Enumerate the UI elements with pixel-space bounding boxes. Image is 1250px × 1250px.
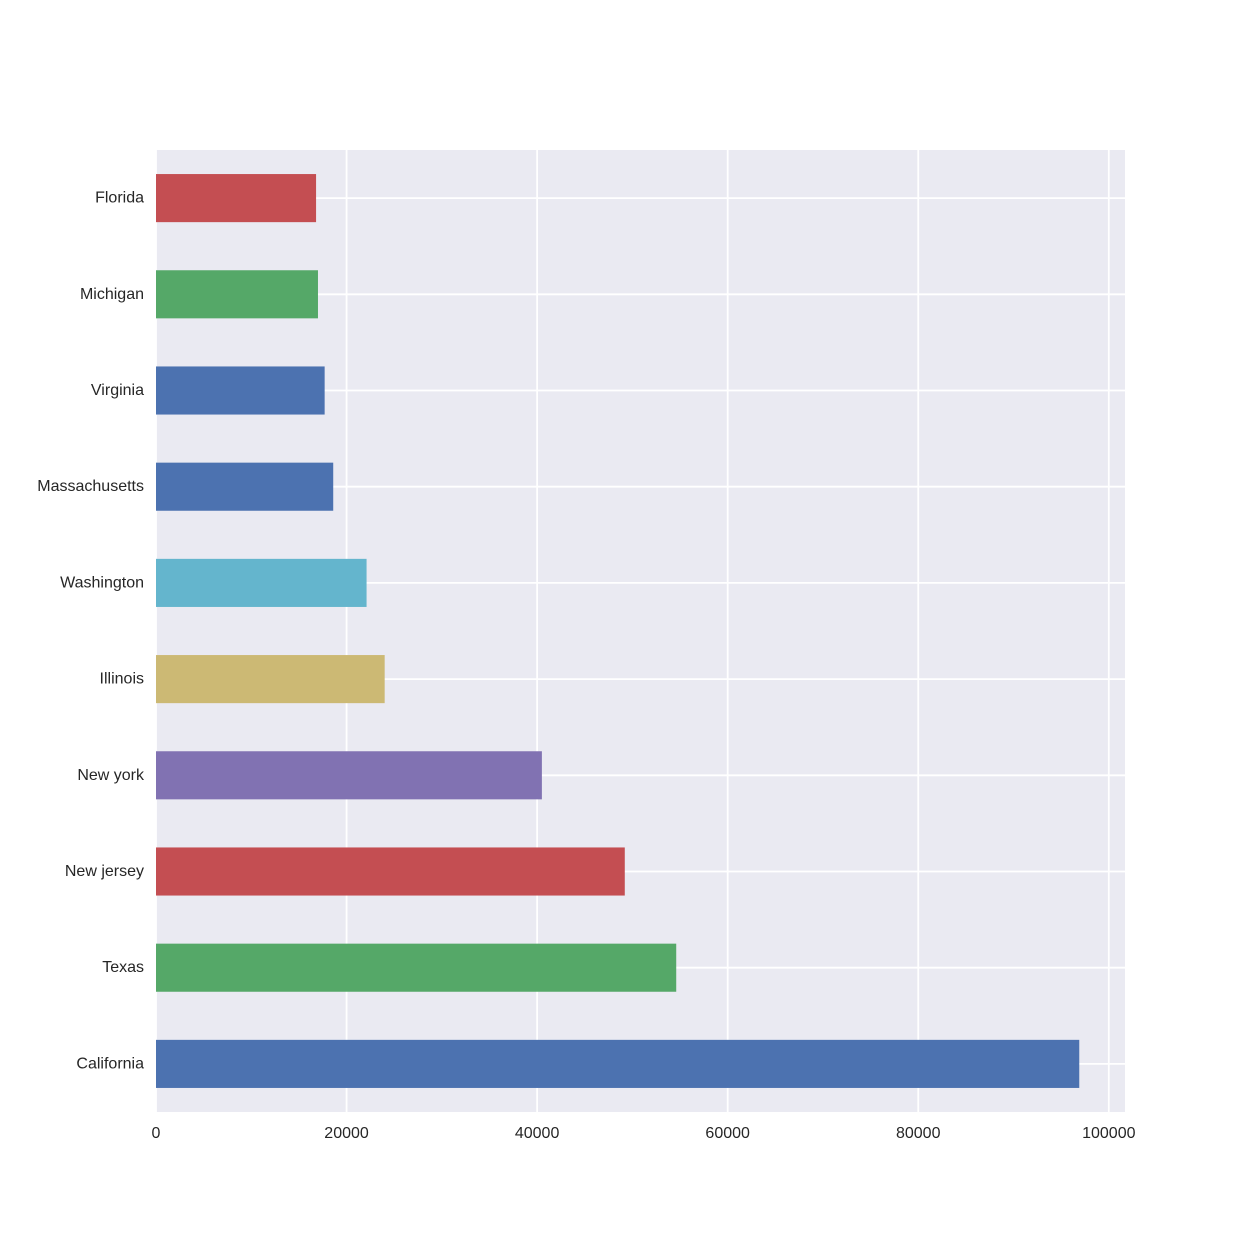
y-tick-labels: California Texas New jersey New york Illinoi… bbox=[37, 190, 145, 1073]
bars bbox=[156, 174, 1080, 1088]
bar-florida bbox=[156, 174, 317, 223]
x-tick-label: 40000 bbox=[515, 1125, 560, 1142]
y-tick-label: New jersey bbox=[65, 863, 144, 880]
y-tick-label: Texas bbox=[102, 959, 144, 976]
y-tick-label: California bbox=[76, 1055, 144, 1072]
y-tick-label: Illinois bbox=[100, 671, 144, 688]
bar-new-york bbox=[156, 751, 542, 800]
bar-texas bbox=[156, 943, 677, 992]
x-tick-label: 60000 bbox=[705, 1125, 750, 1142]
x-tick-labels: 0 20000 40000 60000 80000 100000 bbox=[152, 1125, 1136, 1142]
y-tick-label: New york bbox=[77, 767, 145, 784]
y-tick-label: Massachusetts bbox=[37, 478, 144, 495]
x-tick-label: 100000 bbox=[1082, 1125, 1135, 1142]
bar-new-jersey bbox=[156, 847, 625, 896]
bar-virginia bbox=[156, 366, 325, 415]
x-tick-label: 80000 bbox=[896, 1125, 941, 1142]
x-tick-label: 20000 bbox=[324, 1125, 369, 1142]
bar-illinois bbox=[156, 655, 385, 704]
bar-washington bbox=[156, 558, 367, 607]
bar-massachusetts bbox=[156, 462, 334, 511]
x-tick-label: 0 bbox=[152, 1125, 161, 1142]
y-tick-label: Washington bbox=[60, 574, 144, 591]
y-tick-label: Florida bbox=[95, 190, 144, 207]
y-tick-label: Michigan bbox=[80, 286, 144, 303]
bar-california bbox=[156, 1039, 1080, 1088]
bar-michigan bbox=[156, 270, 318, 319]
y-tick-label: Virginia bbox=[91, 382, 144, 399]
